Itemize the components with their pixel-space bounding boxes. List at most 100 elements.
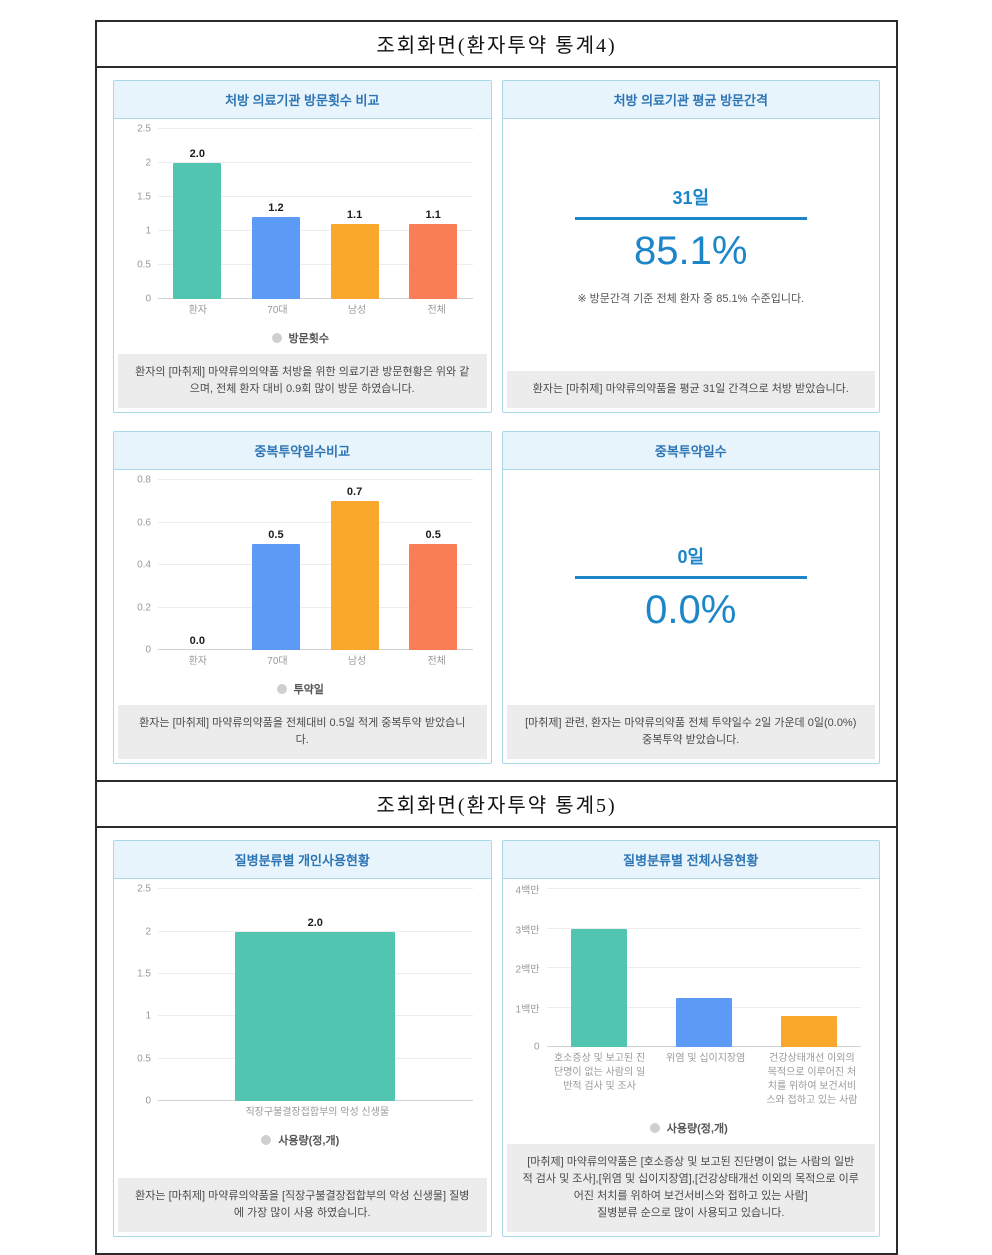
chart-legend: 사용량(정,개) [513, 1120, 866, 1136]
bar [330, 224, 379, 299]
bar [570, 928, 627, 1048]
y-tick-label: 1 [145, 1010, 151, 1022]
y-tick-label: 1.5 [137, 968, 151, 980]
panel-visit-interval-header: 처방 의료기관 평균 방문간격 [502, 81, 879, 119]
gridline [158, 930, 473, 932]
gridline [158, 264, 473, 265]
x-axis-label: 환자 [188, 305, 208, 316]
gridline [546, 927, 861, 929]
bars: 2.0 1.2 1.1 1.1 [158, 129, 473, 299]
bar-value-label: 0.5 [425, 528, 441, 541]
duplicate-days-stat: 0일 0.0% [503, 470, 880, 705]
plot-area: 0 0.2 0.4 0.6 0.8 0.0 0.5 0.7 0.5 [137, 475, 473, 656]
visit-interval-summary-text: 환자는 [마취제] 마약류의약품을 평균 31일 간격으로 처방 받았습니다. [506, 371, 875, 409]
bar [409, 543, 458, 651]
bar-column: 2.0 [158, 889, 473, 1102]
bar-column [756, 889, 861, 1048]
y-tick-label: 0 [145, 1095, 151, 1107]
total-usage-bar-chart: 0 1백만 2백만 3백만 4백만 호소증상 및 보고된 진단명이 없는 사람의 일반적 … [503, 879, 880, 1144]
bar [330, 501, 379, 651]
y-tick-label: 0 [145, 293, 151, 305]
x-axis-label: 환자 [188, 656, 208, 668]
bar-value-label: 1.1 [346, 209, 363, 222]
bar-column [651, 889, 756, 1048]
panel-duplicate-dose-header: 중복투약일수비교 [114, 432, 491, 471]
gridline [158, 196, 473, 197]
x-axis-label: 위염 및 십이지장염 [666, 1053, 746, 1065]
y-tick-label: 0.8 [137, 474, 151, 486]
legend-label: 방문횟수 [288, 333, 329, 345]
gridline [158, 230, 473, 231]
duplicate-days-value: 0일 [677, 546, 705, 567]
duplicate-days-percent-value: 0.0% [645, 587, 737, 632]
bar [675, 997, 732, 1048]
gridline [158, 128, 473, 129]
bar-value-label: 2.0 [307, 916, 323, 929]
report-sheet: 조회화면(환자투약 통계4) 처방 의료기관 방문횟수 비교 0 0.5 1 1.5 2… [95, 20, 898, 1255]
bar [173, 163, 222, 299]
gridline [158, 521, 473, 523]
y-tick-label: 2 [145, 157, 151, 169]
gridline [158, 479, 473, 481]
y-tick-label: 1.5 [137, 191, 151, 203]
chart-legend: 사용량(정,개) [124, 1132, 477, 1148]
y-tick-label: 0.5 [137, 259, 151, 271]
visit-interval-stat: 31일 85.1% ※ 방문간격 기준 전체 환자 중 85.1% 수준입니다. [503, 119, 880, 371]
gridline [158, 564, 473, 566]
panel-visit-count-comparison: 처방 의료기관 방문횟수 비교 0 0.5 1 1.5 2 2.5 2.0 1.2 1.1 1.1… [113, 80, 492, 414]
x-axis-label: 남성 [347, 656, 367, 668]
y-tick-label: 0 [145, 644, 151, 656]
bar-column: 0.5 [394, 480, 473, 651]
x-axis-label: 남성 [347, 305, 367, 316]
panel-personal-usage-header: 질병분류별 개인사용현황 [114, 841, 491, 880]
bar-value-label: 0.7 [346, 486, 363, 499]
x-axis-labels: 환자 70대 남성 전체 [158, 304, 477, 318]
panel-total-usage-header: 질병분류별 전체사용현황 [502, 841, 879, 880]
bar [235, 931, 396, 1102]
y-tick-label: 2.5 [137, 883, 151, 895]
y-tick-label: 0.6 [137, 517, 151, 529]
y-tick-label: 2백만 [515, 964, 540, 976]
bar-column: 2.0 [158, 129, 237, 299]
chart-legend: 방문횟수 [124, 330, 477, 346]
x-axis-label: 건강상태개선 이외의 목적으로 이루어진 처치를 위하여 보건서비스와 접하고 … [766, 1053, 858, 1107]
x-axis-labels: 직장구불결장접합부의 악성 신생물 [158, 1106, 477, 1120]
section4-content: 처방 의료기관 방문횟수 비교 0 0.5 1 1.5 2 2.5 2.0 1.2 1.1 1.1… [97, 68, 896, 783]
duplicate-days-summary-text: [마취제] 관련, 환자는 마약류의약품 전체 투약일수 2일 가운데 0일(0… [506, 705, 875, 760]
chart-legend: 투약일 [124, 681, 477, 697]
section5-content: 질병분류별 개인사용현황 0 0.5 1 1.5 2 2.5 2.0 직장구불결장접합부의 악… [97, 828, 896, 1254]
x-axis-label: 70대 [267, 305, 288, 316]
x-axis-label: 직장구불결장접합부의 악성 신생물 [245, 1107, 390, 1119]
gridline [546, 888, 861, 890]
total-usage-summary-text: [마취제] 마약류의약품은 [호소증상 및 보고된 진단명이 없는 사람의 일반… [506, 1144, 875, 1233]
y-tick-label: 2.5 [137, 123, 151, 135]
visit-count-summary-text: 환자의 [마취제] 마약류의의약품 처방을 위한 의료기관 방문현황은 위와 같… [118, 354, 487, 409]
bar-value-label: 0.0 [189, 635, 205, 648]
gridline [158, 606, 473, 608]
bar-value-label: 1.1 [425, 209, 441, 222]
stat-underline [574, 217, 807, 221]
duplicate-dose-summary-text: 환자는 [마취제] 마약류의약품을 전체대비 0.5일 적게 중복투약 받았습니… [118, 705, 487, 760]
panel-duplicate-dose-comparison: 중복투약일수비교 0 0.2 0.4 0.6 0.8 0.0 0.5 0.7 0.5 환자 70대 남… [113, 431, 492, 765]
x-axis-label: 전체 [427, 305, 446, 316]
y-tick-label: 4백만 [515, 885, 540, 897]
bar-column: 1.1 [394, 129, 473, 299]
y-tick-label: 1백만 [515, 1004, 540, 1016]
bar-value-label: 2.0 [189, 148, 205, 160]
y-tick-label: 0 [533, 1041, 540, 1053]
personal-usage-bar-chart: 0 0.5 1 1.5 2 2.5 2.0 직장구불결장접합부의 악성 신생물 사용량(정,개) [114, 879, 491, 1156]
legend-circle-icon [261, 1135, 272, 1146]
y-tick-label: 0.2 [137, 602, 151, 614]
visit-count-bar-chart: 0 0.5 1 1.5 2 2.5 2.0 1.2 1.1 1.1 환자 70대 남성 전체 방문횟수 [114, 119, 491, 354]
plot-area: 0 0.5 1 1.5 2 2.5 2.0 1.2 1.1 1.1 [137, 124, 473, 305]
x-axis-label: 70대 [267, 656, 288, 668]
y-tick-label: 2 [145, 926, 151, 938]
y-tick-label: 1 [145, 225, 151, 237]
gridline [158, 888, 473, 890]
panel-disease-total-usage: 질병분류별 전체사용현황 0 1백만 2백만 3백만 4백만 호소증상 및 보고된 진단명… [501, 840, 880, 1238]
legend-circle-icon [271, 333, 282, 343]
legend-label: 사용량(정,개) [666, 1123, 728, 1136]
visit-interval-percent-value: 85.1% [634, 229, 748, 274]
duplicate-dose-bar-chart: 0 0.2 0.4 0.6 0.8 0.0 0.5 0.7 0.5 환자 70대 남성 전체 투약일 [114, 470, 491, 705]
panel-duplicate-dose-days: 중복투약일수 0일 0.0% [마취제] 관련, 환자는 마약류의약품 전체 투… [501, 431, 880, 765]
